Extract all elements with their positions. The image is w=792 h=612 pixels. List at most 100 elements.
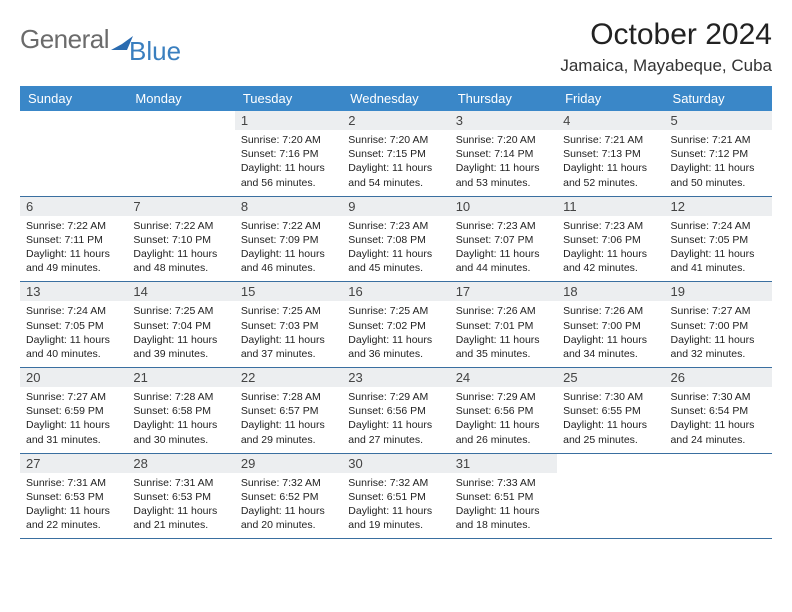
calendar-cell: 15Sunrise: 7:25 AMSunset: 7:03 PMDayligh…	[235, 282, 342, 367]
cell-body: Sunrise: 7:24 AMSunset: 7:05 PMDaylight:…	[665, 216, 772, 282]
header: General Blue October 2024 Jamaica, Mayab…	[20, 18, 772, 76]
calendar-cell: 21Sunrise: 7:28 AMSunset: 6:58 PMDayligh…	[127, 368, 234, 453]
cell-body	[127, 131, 234, 140]
calendar-cell: 9Sunrise: 7:23 AMSunset: 7:08 PMDaylight…	[342, 197, 449, 282]
sunset-text: Sunset: 7:05 PM	[26, 319, 121, 333]
daylight-text: Daylight: 11 hours and 22 minutes.	[26, 504, 121, 532]
cell-body: Sunrise: 7:22 AMSunset: 7:10 PMDaylight:…	[127, 216, 234, 282]
cell-date: 1	[235, 111, 342, 130]
sunset-text: Sunset: 7:11 PM	[26, 233, 121, 247]
cell-body: Sunrise: 7:29 AMSunset: 6:56 PMDaylight:…	[342, 387, 449, 453]
calendar-cell: 29Sunrise: 7:32 AMSunset: 6:52 PMDayligh…	[235, 454, 342, 539]
dayname: Monday	[127, 86, 234, 111]
cell-body: Sunrise: 7:30 AMSunset: 6:54 PMDaylight:…	[665, 387, 772, 453]
cell-body: Sunrise: 7:23 AMSunset: 7:08 PMDaylight:…	[342, 216, 449, 282]
week-row: 13Sunrise: 7:24 AMSunset: 7:05 PMDayligh…	[20, 282, 772, 368]
daylight-text: Daylight: 11 hours and 46 minutes.	[241, 247, 336, 275]
calendar-cell: 12Sunrise: 7:24 AMSunset: 7:05 PMDayligh…	[665, 197, 772, 282]
calendar-cell: 30Sunrise: 7:32 AMSunset: 6:51 PMDayligh…	[342, 454, 449, 539]
sunrise-text: Sunrise: 7:26 AM	[456, 304, 551, 318]
calendar-cell: 5Sunrise: 7:21 AMSunset: 7:12 PMDaylight…	[665, 111, 772, 196]
sunset-text: Sunset: 7:02 PM	[348, 319, 443, 333]
cell-date: 17	[450, 282, 557, 301]
daylight-text: Daylight: 11 hours and 29 minutes.	[241, 418, 336, 446]
sunrise-text: Sunrise: 7:31 AM	[26, 476, 121, 490]
cell-body: Sunrise: 7:31 AMSunset: 6:53 PMDaylight:…	[127, 473, 234, 539]
weeks-container: 1Sunrise: 7:20 AMSunset: 7:16 PMDaylight…	[20, 111, 772, 539]
calendar-cell: 14Sunrise: 7:25 AMSunset: 7:04 PMDayligh…	[127, 282, 234, 367]
cell-date: 26	[665, 368, 772, 387]
sunset-text: Sunset: 7:04 PM	[133, 319, 228, 333]
sunset-text: Sunset: 6:55 PM	[563, 404, 658, 418]
sunset-text: Sunset: 7:16 PM	[241, 147, 336, 161]
cell-date: 6	[20, 197, 127, 216]
sunset-text: Sunset: 7:10 PM	[133, 233, 228, 247]
daylight-text: Daylight: 11 hours and 35 minutes.	[456, 333, 551, 361]
cell-body: Sunrise: 7:20 AMSunset: 7:14 PMDaylight:…	[450, 130, 557, 196]
sunset-text: Sunset: 7:01 PM	[456, 319, 551, 333]
sunrise-text: Sunrise: 7:25 AM	[241, 304, 336, 318]
daylight-text: Daylight: 11 hours and 32 minutes.	[671, 333, 766, 361]
calendar-cell: 17Sunrise: 7:26 AMSunset: 7:01 PMDayligh…	[450, 282, 557, 367]
cell-body: Sunrise: 7:32 AMSunset: 6:51 PMDaylight:…	[342, 473, 449, 539]
sunset-text: Sunset: 6:56 PM	[456, 404, 551, 418]
cell-body: Sunrise: 7:25 AMSunset: 7:02 PMDaylight:…	[342, 301, 449, 367]
daylight-text: Daylight: 11 hours and 25 minutes.	[563, 418, 658, 446]
dayname: Sunday	[20, 86, 127, 111]
dayname-row: SundayMondayTuesdayWednesdayThursdayFrid…	[20, 86, 772, 111]
calendar-cell	[665, 454, 772, 539]
cell-body: Sunrise: 7:33 AMSunset: 6:51 PMDaylight:…	[450, 473, 557, 539]
cell-body: Sunrise: 7:31 AMSunset: 6:53 PMDaylight:…	[20, 473, 127, 539]
daylight-text: Daylight: 11 hours and 40 minutes.	[26, 333, 121, 361]
sunset-text: Sunset: 7:05 PM	[671, 233, 766, 247]
cell-body: Sunrise: 7:32 AMSunset: 6:52 PMDaylight:…	[235, 473, 342, 539]
cell-body: Sunrise: 7:28 AMSunset: 6:57 PMDaylight:…	[235, 387, 342, 453]
cell-date: 3	[450, 111, 557, 130]
daylight-text: Daylight: 11 hours and 48 minutes.	[133, 247, 228, 275]
sunset-text: Sunset: 6:59 PM	[26, 404, 121, 418]
sunrise-text: Sunrise: 7:32 AM	[241, 476, 336, 490]
sunset-text: Sunset: 6:56 PM	[348, 404, 443, 418]
calendar-cell	[557, 454, 664, 539]
sunrise-text: Sunrise: 7:28 AM	[133, 390, 228, 404]
cell-date: 12	[665, 197, 772, 216]
cell-body: Sunrise: 7:25 AMSunset: 7:03 PMDaylight:…	[235, 301, 342, 367]
daylight-text: Daylight: 11 hours and 24 minutes.	[671, 418, 766, 446]
title-block: October 2024 Jamaica, Mayabeque, Cuba	[560, 18, 772, 76]
location: Jamaica, Mayabeque, Cuba	[560, 56, 772, 76]
sunrise-text: Sunrise: 7:31 AM	[133, 476, 228, 490]
cell-body: Sunrise: 7:23 AMSunset: 7:07 PMDaylight:…	[450, 216, 557, 282]
sunrise-text: Sunrise: 7:23 AM	[456, 219, 551, 233]
dayname: Tuesday	[235, 86, 342, 111]
sunrise-text: Sunrise: 7:30 AM	[671, 390, 766, 404]
cell-date	[557, 454, 664, 474]
dayname: Saturday	[665, 86, 772, 111]
cell-date: 20	[20, 368, 127, 387]
sunset-text: Sunset: 7:07 PM	[456, 233, 551, 247]
cell-date: 29	[235, 454, 342, 473]
sunset-text: Sunset: 7:14 PM	[456, 147, 551, 161]
cell-body: Sunrise: 7:27 AMSunset: 7:00 PMDaylight:…	[665, 301, 772, 367]
sunrise-text: Sunrise: 7:26 AM	[563, 304, 658, 318]
cell-date	[665, 454, 772, 474]
cell-body: Sunrise: 7:26 AMSunset: 7:00 PMDaylight:…	[557, 301, 664, 367]
sunrise-text: Sunrise: 7:24 AM	[26, 304, 121, 318]
cell-date: 23	[342, 368, 449, 387]
month-title: October 2024	[560, 18, 772, 52]
cell-date: 13	[20, 282, 127, 301]
cell-body: Sunrise: 7:27 AMSunset: 6:59 PMDaylight:…	[20, 387, 127, 453]
cell-body: Sunrise: 7:29 AMSunset: 6:56 PMDaylight:…	[450, 387, 557, 453]
calendar-cell: 20Sunrise: 7:27 AMSunset: 6:59 PMDayligh…	[20, 368, 127, 453]
cell-body: Sunrise: 7:20 AMSunset: 7:16 PMDaylight:…	[235, 130, 342, 196]
cell-body	[20, 131, 127, 140]
logo-text-blue: Blue	[129, 36, 181, 67]
sunrise-text: Sunrise: 7:30 AM	[563, 390, 658, 404]
daylight-text: Daylight: 11 hours and 36 minutes.	[348, 333, 443, 361]
cell-body: Sunrise: 7:26 AMSunset: 7:01 PMDaylight:…	[450, 301, 557, 367]
daylight-text: Daylight: 11 hours and 18 minutes.	[456, 504, 551, 532]
daylight-text: Daylight: 11 hours and 54 minutes.	[348, 161, 443, 189]
calendar-cell: 3Sunrise: 7:20 AMSunset: 7:14 PMDaylight…	[450, 111, 557, 196]
cell-body	[665, 474, 772, 483]
calendar-cell: 16Sunrise: 7:25 AMSunset: 7:02 PMDayligh…	[342, 282, 449, 367]
sunrise-text: Sunrise: 7:23 AM	[563, 219, 658, 233]
